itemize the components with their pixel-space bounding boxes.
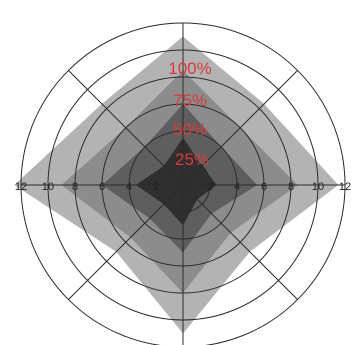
level-label-1: 75% (173, 91, 207, 110)
axis-spoke-135 (68, 70, 298, 300)
level-label-2: 50% (173, 120, 207, 139)
tick-label-right-8: 8 (288, 181, 294, 193)
tick-label-left-10: 10 (42, 181, 54, 193)
tick-label-left-12: 12 (15, 181, 27, 193)
tick-label-right-12: 12 (339, 181, 351, 193)
series-polygon-3 (135, 137, 217, 226)
tick-label-left-6: 6 (99, 181, 105, 193)
tick-label-left-8: 8 (72, 181, 78, 193)
tick-label-left-4: 4 (126, 181, 132, 193)
tick-label-right-6: 6 (261, 181, 267, 193)
tick-label-right-10: 10 (312, 181, 324, 193)
tick-label-right-2: 2 (207, 181, 213, 193)
tick-label-right-4: 4 (234, 181, 240, 193)
level-label-3: 25% (175, 150, 209, 169)
level-label-0: 100% (168, 59, 211, 78)
tick-label-left-2: 2 (153, 181, 159, 193)
